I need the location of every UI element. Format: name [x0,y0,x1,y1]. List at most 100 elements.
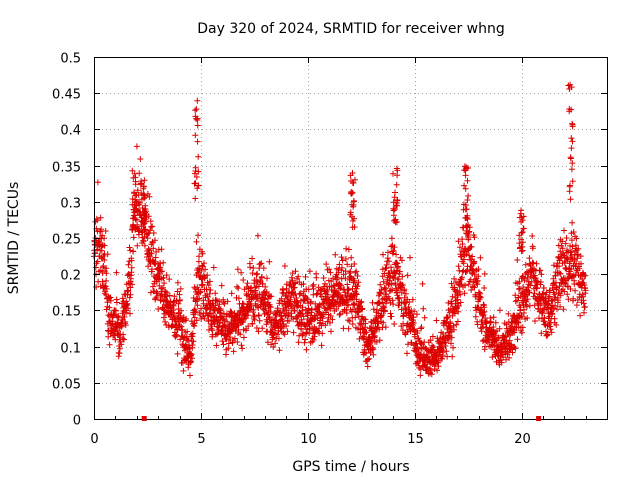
data-point [342,256,349,262]
data-point [383,261,390,268]
data-point [201,315,208,322]
data-point [404,350,410,357]
data-point [540,285,547,291]
data-point [449,353,456,360]
data-point [133,143,140,150]
data-point [198,267,205,274]
data-point [193,291,200,298]
data-point [122,322,129,329]
data-point [101,242,108,249]
data-point [405,304,412,310]
data-point [168,323,175,330]
data-point [210,310,217,317]
data-point [310,336,317,343]
data-point [137,156,144,162]
data-point [374,306,380,313]
data-point [326,266,333,273]
y-tick-label: 0.1 [60,342,81,357]
data-point [125,287,132,294]
data-point [478,328,485,335]
data-point [130,248,137,255]
data-point [101,235,108,242]
data-point [328,328,334,335]
data-point [288,274,295,281]
data-point [125,261,132,268]
data-point [263,288,270,295]
data-point [380,319,387,326]
data-point [113,299,120,306]
data-point [442,339,449,346]
data-point [164,293,171,300]
data-point [414,344,421,351]
data-point [387,287,394,294]
data-point [237,331,244,338]
data-point [358,298,365,305]
data-point [199,250,206,257]
data-point [183,344,190,350]
data-point [134,242,141,249]
data-point [300,281,307,287]
data-point [406,299,413,305]
data-point [343,310,350,317]
data-point [339,257,346,264]
data-point [429,333,436,340]
data-point [147,289,154,296]
data-point [287,302,294,309]
data-point [413,311,420,318]
data-point [496,307,503,314]
data-point [329,316,336,323]
data-point [207,287,214,293]
data-point [386,295,393,302]
data-point [264,275,270,282]
data-point [178,307,185,314]
data-point [514,257,521,263]
data-point [149,223,156,230]
data-point [391,321,398,327]
data-point [205,282,212,289]
data-point [180,367,187,374]
data-point [193,238,200,245]
data-point [249,270,256,277]
data-point [418,340,425,346]
data-point [195,232,201,239]
data-point [292,268,299,275]
data-point [317,319,324,326]
y-tick-label: 0.35 [52,161,81,176]
data-point [165,324,172,331]
data-point [194,284,201,291]
data-point [258,273,265,280]
data-point [187,358,194,365]
data-point [481,270,488,277]
data-point [240,334,247,341]
data-point [92,250,99,257]
data-point [303,346,310,353]
data-point [318,342,325,349]
data-point [362,316,369,323]
data-point [522,261,529,268]
data-point [148,250,155,257]
data-point [299,304,306,311]
data-point [581,303,588,310]
data-point [149,266,155,273]
data-point [357,299,364,306]
axis-ticks: 0 0.05 0.1 0.15 0.2 0.25 0.3 0.35 0.4 0.45 0.5 0 5 10… [52,52,607,447]
data-point [382,308,388,315]
data-point [106,341,113,348]
data-point [103,265,110,272]
x-tick-label: 20 [514,432,531,447]
data-point [388,280,395,287]
data-point [361,349,368,356]
data-point [382,324,389,331]
data-point [390,275,397,282]
data-point [150,245,157,252]
data-point [564,291,571,298]
data-point [230,348,237,355]
data-point [444,353,451,360]
data-point [403,299,410,306]
data-point [127,310,133,317]
data-point [266,258,273,265]
data-point [345,246,352,253]
data-point [114,313,121,320]
data-point [411,308,418,315]
